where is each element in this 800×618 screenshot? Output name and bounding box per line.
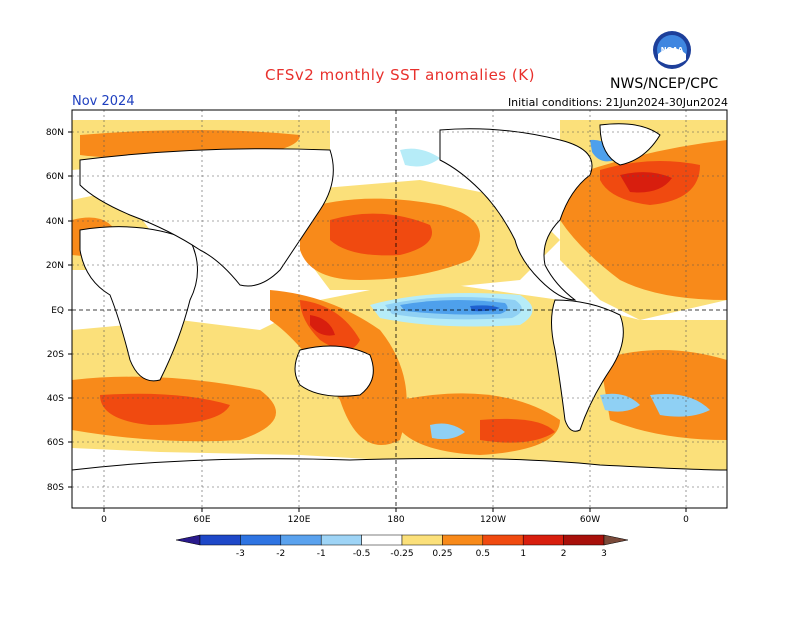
anomaly-region xyxy=(480,418,555,443)
colorbar-tick-label: -1 xyxy=(317,549,326,559)
initial-conditions-label: Initial conditions: 21Jun2024-30Jun2024 xyxy=(507,96,728,109)
colorbar-swatch xyxy=(563,534,605,546)
landmass-eurasia xyxy=(79,148,334,287)
lon-label: 60W xyxy=(580,515,600,525)
colorbar-tick-label: -0.25 xyxy=(390,549,413,559)
colorbar-swatch xyxy=(320,534,362,546)
landmass-antarctica xyxy=(72,457,727,508)
anomaly-region xyxy=(300,300,360,350)
lat-label: 80N xyxy=(46,128,64,138)
colorbar-swatch xyxy=(199,534,241,546)
anomaly-region xyxy=(310,315,335,336)
colorbar-arrow-low xyxy=(175,534,201,546)
colorbar-swatch xyxy=(240,534,282,546)
colorbar-tick-label: 0.25 xyxy=(432,549,452,559)
lon-label: 120W xyxy=(480,515,506,525)
colorbar-swatch xyxy=(482,534,524,546)
anomaly-region xyxy=(100,393,230,425)
anomaly-region xyxy=(430,423,465,440)
colorbar-tick-label: -3 xyxy=(236,549,245,559)
colorbar: -3 -2 -1 -0.5 -0.25 0.25 0.5 1 2 3 xyxy=(175,534,629,559)
lat-label: 20S xyxy=(47,350,64,360)
colorbar-tick-label: -0.5 xyxy=(353,549,371,559)
colorbar-swatch xyxy=(442,534,484,546)
equator-dateline xyxy=(72,110,727,508)
lat-label: 60N xyxy=(46,172,64,182)
lat-label: 60S xyxy=(47,438,64,448)
lat-label: 80S xyxy=(47,483,64,493)
anomaly-region xyxy=(650,394,710,417)
longitude-labels: 0 60E 120E 180 120W 60W 0 xyxy=(101,515,689,525)
landmass-north-america xyxy=(439,128,593,301)
axis-ticks xyxy=(68,131,687,512)
colorbar-tick-label: 1 xyxy=(520,549,526,559)
agency-label: NWS/NCEP/CPC xyxy=(610,76,719,92)
map-frame xyxy=(71,109,728,509)
landmass-greenland xyxy=(599,123,661,166)
colorbar-swatch xyxy=(522,534,564,546)
chart-title: CFSv2 monthly SST anomalies (K) xyxy=(265,66,535,84)
lon-label: 0 xyxy=(101,515,107,525)
lon-label: 60E xyxy=(193,515,210,525)
colorbar-swatch xyxy=(361,534,403,546)
lat-label: 40N xyxy=(46,217,64,227)
colorbar-swatch xyxy=(401,534,443,546)
colorbar-tick-label: 3 xyxy=(601,549,607,559)
lat-label: EQ xyxy=(51,306,64,316)
colorbar-tick-label: 2 xyxy=(561,549,567,559)
noaa-logo-icon: NOAA xyxy=(653,31,691,69)
anomaly-region xyxy=(400,148,440,167)
forecast-month: Nov 2024 xyxy=(72,94,135,109)
colorbar-tick-label: -2 xyxy=(276,549,285,559)
landmass-south-america xyxy=(551,299,624,432)
latitude-labels: 80N 60N 40N 20N EQ 20S 40S 60S 80S xyxy=(46,128,64,493)
lon-label: 180 xyxy=(387,515,404,525)
lon-label: 120E xyxy=(288,515,311,525)
colorbar-arrow-high xyxy=(603,534,629,546)
landmass-australia xyxy=(294,345,374,397)
colorbar-tick-label: 0.5 xyxy=(476,549,490,559)
lat-label: 40S xyxy=(47,394,64,404)
colorbar-swatch xyxy=(280,534,322,546)
lat-label: 20N xyxy=(46,261,64,271)
graticule xyxy=(72,110,727,508)
anomaly-field xyxy=(72,120,727,508)
noaa-logo-text: NOAA xyxy=(661,46,684,54)
lon-label: 0 xyxy=(683,515,689,525)
anomaly-region xyxy=(600,393,640,412)
anomaly-region xyxy=(620,172,672,193)
anomaly-region xyxy=(330,213,432,256)
